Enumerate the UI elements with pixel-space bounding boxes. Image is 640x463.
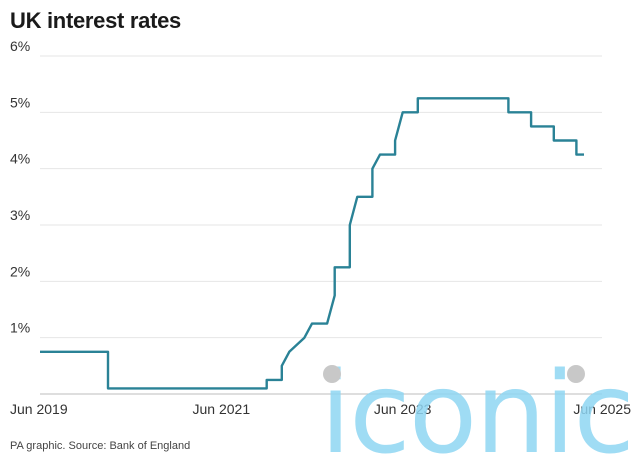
source-note: PA graphic. Source: Bank of England: [10, 440, 191, 452]
y-tick-label: 1%: [10, 320, 30, 336]
watermark-dot-left: [323, 365, 341, 383]
y-tick-label: 6%: [10, 38, 30, 54]
x-tick-label: Jun 2021: [193, 401, 251, 417]
y-axis-ticks: 6% 5% 4% 3% 2% 1%: [10, 38, 30, 336]
iconic-watermark: iconic: [320, 349, 635, 463]
y-tick-label: 2%: [10, 263, 30, 279]
interest-rate-line: [40, 97, 584, 390]
y-tick-label: 5%: [10, 94, 30, 110]
x-tick-label: Jun 2025: [573, 401, 631, 417]
x-tick-label: Jun 2023: [374, 401, 432, 417]
x-axis-ticks: Jun 2019 Jun 2021 Jun 2023 Jun 2025: [10, 401, 631, 417]
y-tick-label: 3%: [10, 207, 30, 223]
grid-layer: [40, 55, 602, 395]
watermark-text: iconic: [320, 349, 633, 463]
y-tick-label: 4%: [10, 151, 30, 167]
chart-title: UK interest rates: [10, 8, 181, 33]
x-tick-label: Jun 2019: [10, 401, 68, 417]
watermark-dot-right: [567, 365, 585, 383]
series-layer: [40, 97, 584, 390]
